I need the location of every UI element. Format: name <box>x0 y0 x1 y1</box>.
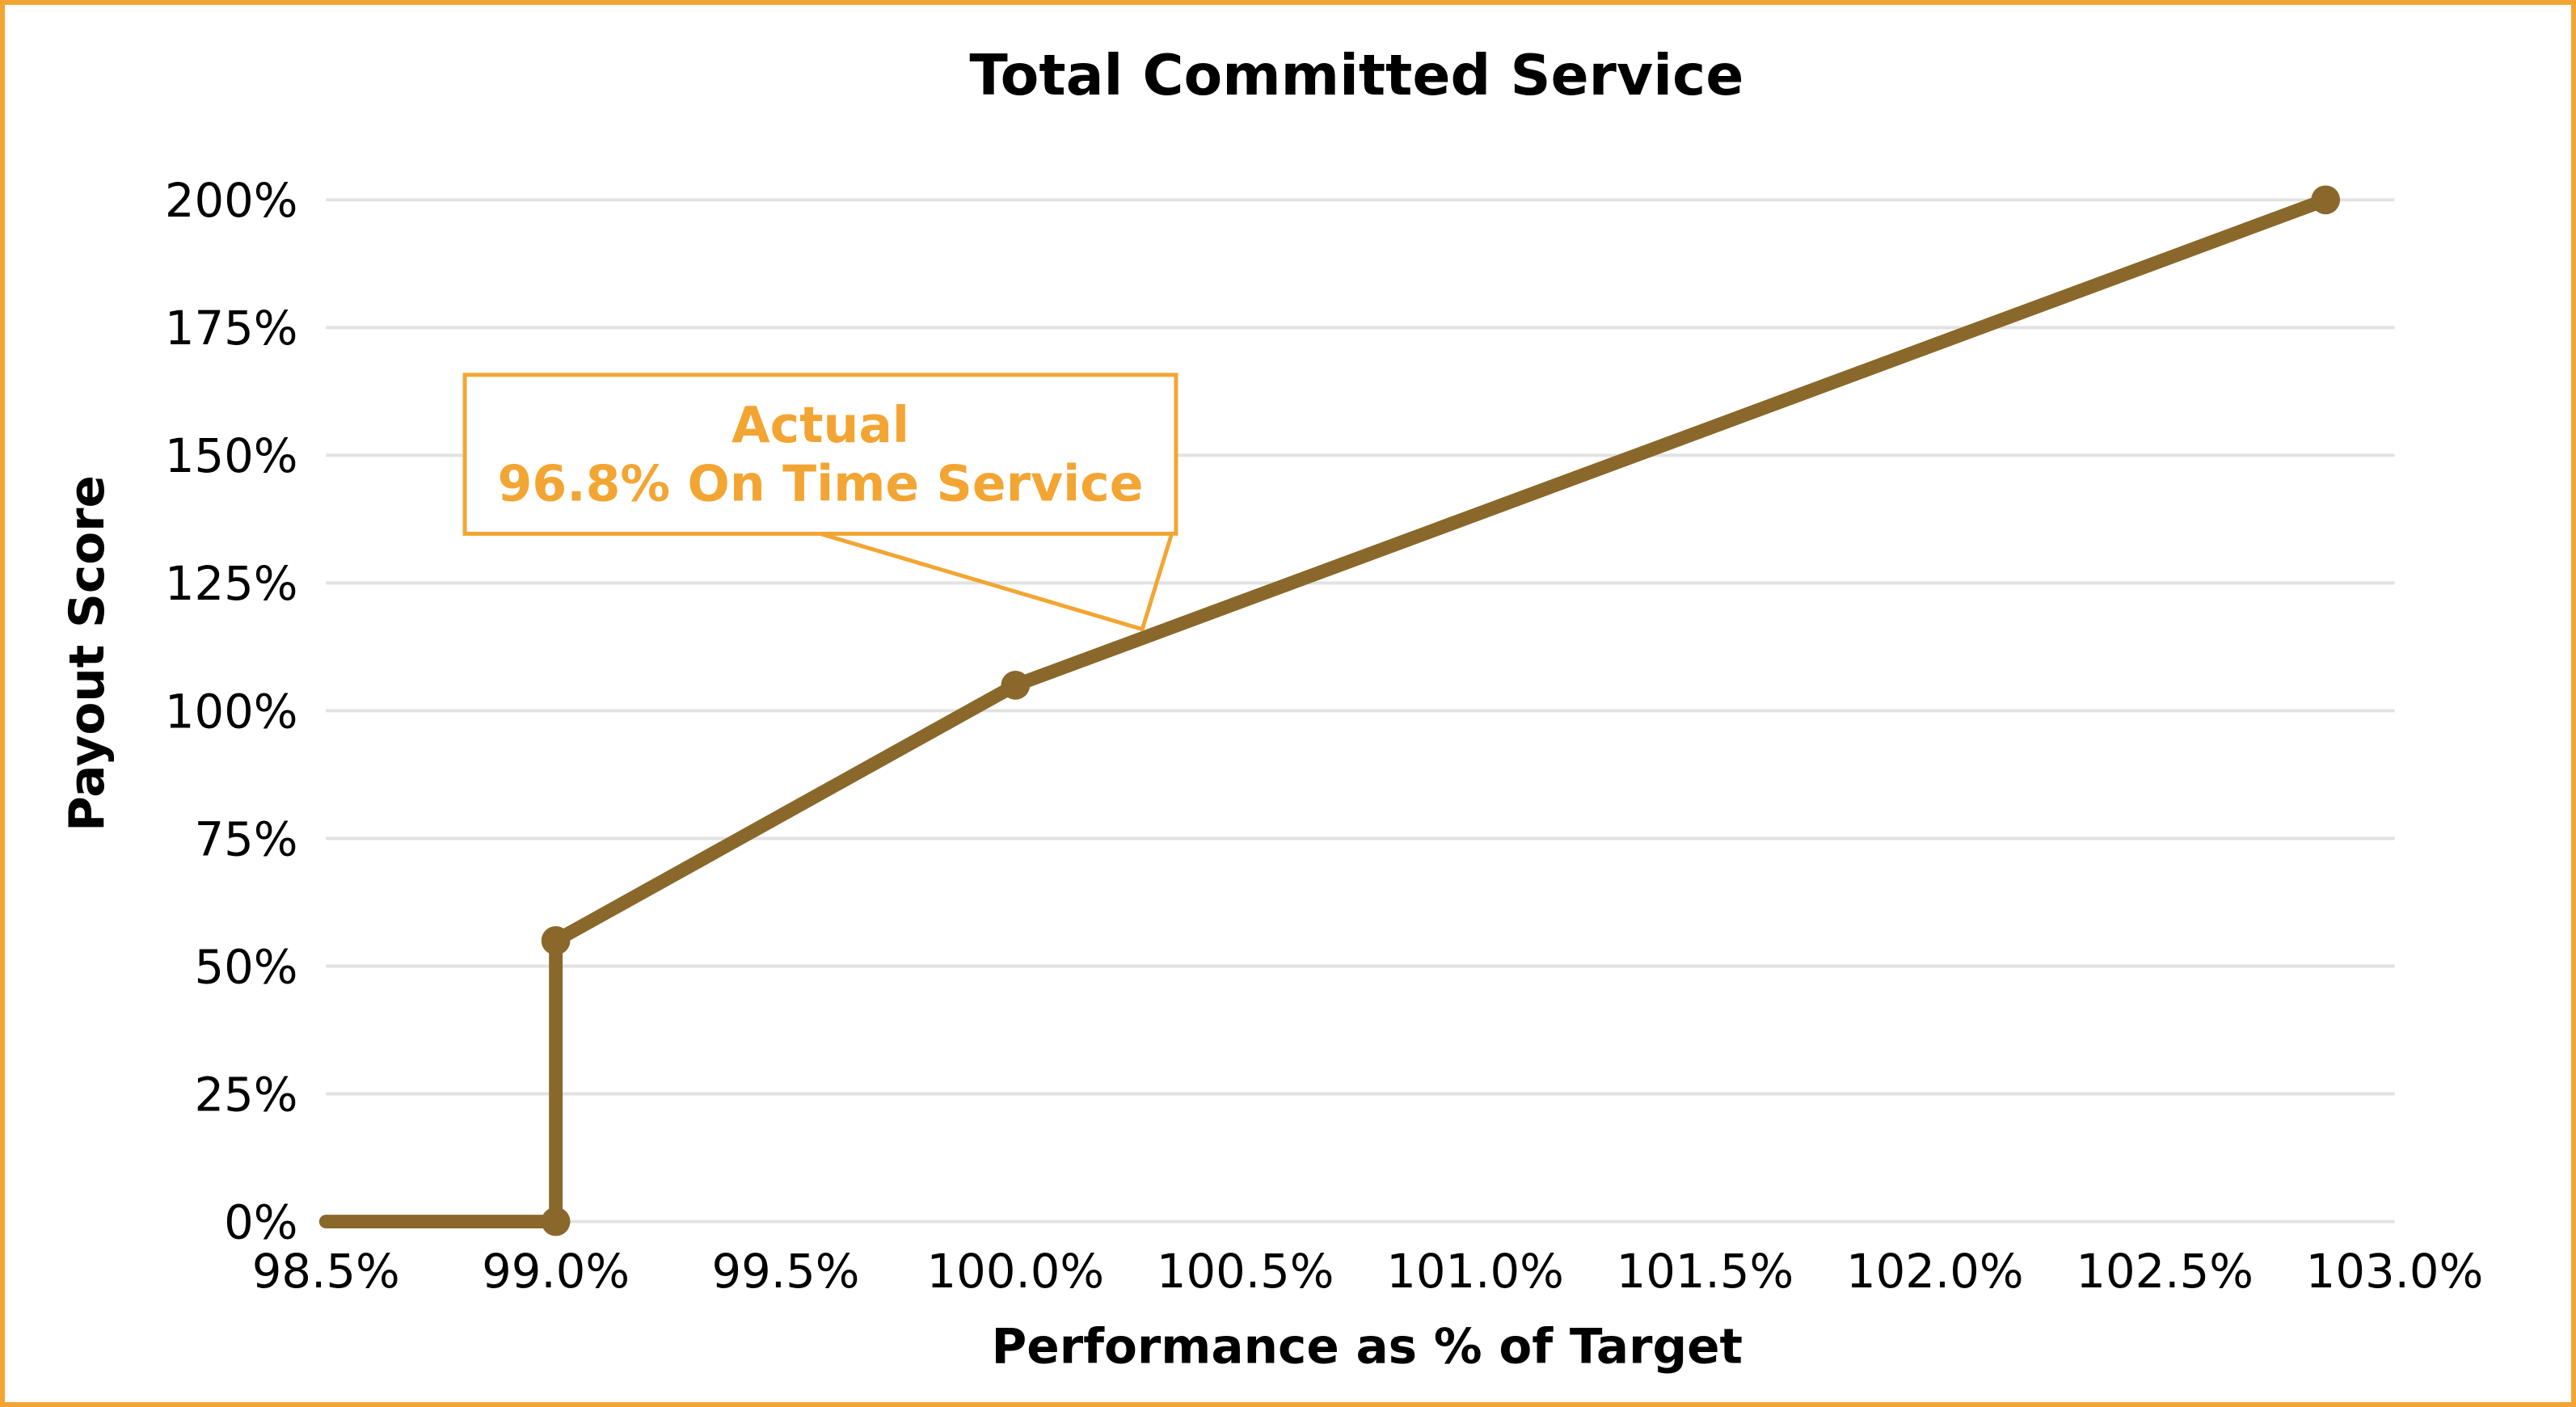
y-tick-label: 25% <box>194 1068 297 1122</box>
y-axis-title: Payout Score <box>60 475 116 832</box>
x-tick-label: 100.5% <box>1157 1245 1334 1299</box>
x-tick-label: 98.5% <box>252 1245 400 1299</box>
callout-pointer-line <box>820 532 1174 632</box>
x-tick-label: 100.0% <box>927 1245 1105 1299</box>
y-tick-label: 100% <box>165 685 298 739</box>
data-point-marker <box>1001 670 1031 700</box>
x-tick-label: 103.0% <box>2306 1245 2484 1299</box>
y-axis-tick-labels: 0% 25% 50% 75% 100% 125% 150% 175% 200% <box>165 174 298 1249</box>
annotation-callout: Actual 96.8% On Time Service <box>462 373 1178 632</box>
line-chart: Total Committed Service Performance as %… <box>60 43 2484 1375</box>
series-group <box>318 185 2341 1236</box>
y-tick-label: 150% <box>165 429 298 483</box>
annotation-text-line1: Actual <box>731 396 909 454</box>
x-tick-label: 102.0% <box>1846 1245 2024 1299</box>
annotation-text-line2: 96.8% On Time Service <box>498 455 1144 513</box>
data-point-marker <box>541 1207 571 1236</box>
gridlines <box>326 198 2395 1224</box>
y-tick-label: 50% <box>194 940 297 994</box>
y-tick-label: 75% <box>194 812 297 866</box>
x-axis-tick-labels: 98.5% 99.0% 99.5% 100.0% 100.5% 101.0% 101.5% 1… <box>252 1245 2484 1299</box>
x-tick-label: 101.0% <box>1386 1245 1564 1299</box>
data-point-marker <box>2311 185 2341 215</box>
x-axis-title: Performance as % of Target <box>992 1319 1743 1375</box>
chart-title: Total Committed Service <box>969 43 1743 108</box>
data-point-marker <box>541 926 571 955</box>
annotation-box <box>462 373 1178 536</box>
y-tick-label: 0% <box>224 1195 297 1249</box>
x-tick-label: 102.5% <box>2076 1245 2253 1299</box>
x-tick-label: 99.0% <box>482 1245 630 1299</box>
x-tick-label: 99.5% <box>711 1245 859 1299</box>
x-tick-label: 101.5% <box>1617 1245 1794 1299</box>
y-tick-label: 175% <box>165 301 298 356</box>
y-tick-label: 125% <box>165 557 298 611</box>
y-tick-label: 200% <box>165 174 298 228</box>
